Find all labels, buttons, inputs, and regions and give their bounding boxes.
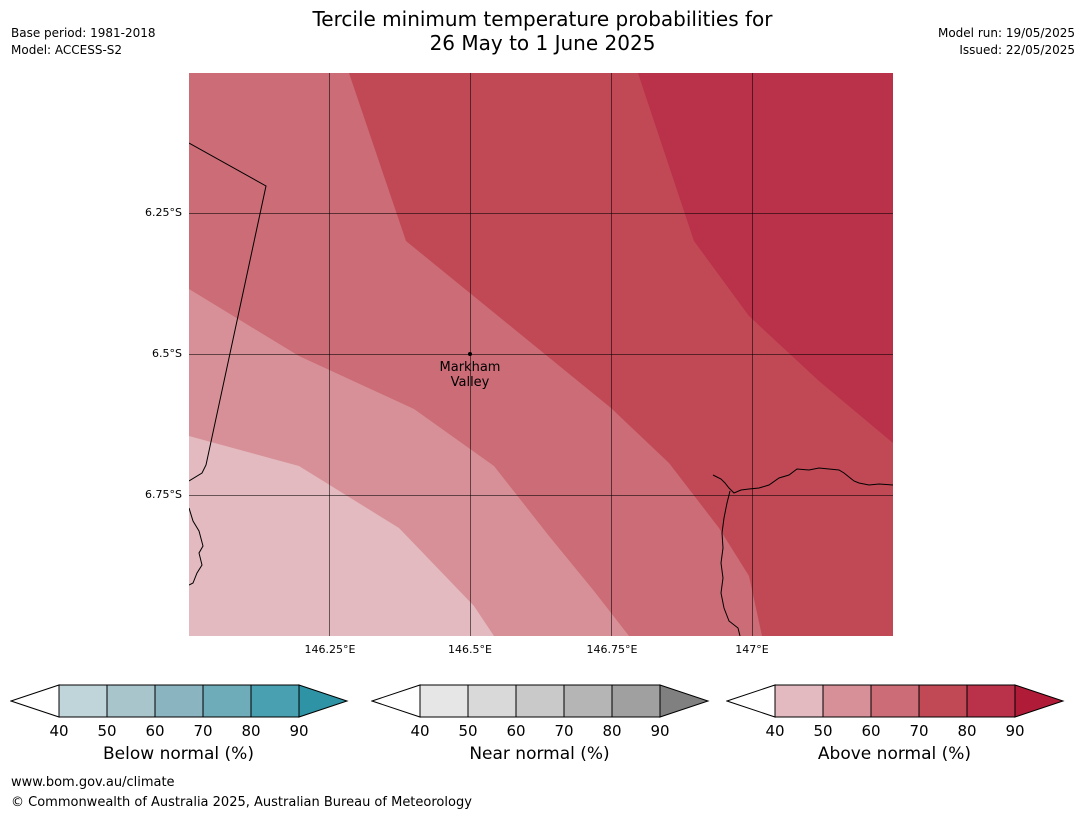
place-marker xyxy=(468,352,472,356)
colorbar-high-arrow xyxy=(1014,684,1065,718)
colorbar-segment xyxy=(467,684,517,718)
colorbar-ticks: 40 50 60 70 80 90 xyxy=(726,722,1066,742)
colorbar-segment xyxy=(563,684,613,718)
place-label-line-1: Markham xyxy=(439,360,501,375)
colorbar-high-arrow xyxy=(298,684,349,718)
colorbar-ticks: 40 50 60 70 80 90 xyxy=(10,722,350,742)
colorbar-tick: 60 xyxy=(506,722,526,740)
place-label-line-2: Valley xyxy=(450,375,490,390)
colorbar-segment xyxy=(202,684,252,718)
lon-label: 147°E xyxy=(735,643,769,656)
colorbar-segment xyxy=(58,684,108,718)
colorbar-segment xyxy=(870,684,920,718)
colorbar-tick: 90 xyxy=(1005,722,1025,740)
colorbar-tick: 60 xyxy=(145,722,165,740)
colorbar-below-swatches xyxy=(9,684,349,718)
model-text: Model: ACCESS-S2 xyxy=(11,43,123,57)
gridlines xyxy=(189,73,893,636)
meta-right: Model run: 19/05/2025 Issued: 22/05/2025 xyxy=(938,25,1075,59)
footer-copyright: © Commonwealth of Australia 2025, Austra… xyxy=(11,795,472,810)
title-line-2: 26 May to 1 June 2025 xyxy=(429,31,656,55)
colorbar-tick: 90 xyxy=(289,722,309,740)
colorbar-tick: 50 xyxy=(97,722,117,740)
colorbar-low-arrow xyxy=(725,684,776,718)
colorbar-ticks: 40 50 60 70 80 90 xyxy=(371,722,711,742)
colorbar-tick: 80 xyxy=(241,722,261,740)
colorbar-tick: 40 xyxy=(765,722,785,740)
colorbar-segment xyxy=(774,684,824,718)
lon-label: 146.75°E xyxy=(586,643,638,656)
colorbar-segment xyxy=(918,684,968,718)
colorbar-segment xyxy=(419,684,469,718)
river xyxy=(720,490,741,636)
colorbar-tick: 90 xyxy=(650,722,670,740)
border-line xyxy=(189,142,267,482)
coastline xyxy=(189,142,893,636)
lat-label: 6.25°S xyxy=(145,206,182,219)
east-coast xyxy=(712,467,893,494)
colorbar-segment xyxy=(106,684,156,718)
colorbar-near-swatches xyxy=(370,684,710,718)
colorbar-tick: 50 xyxy=(458,722,478,740)
colorbar-segment xyxy=(250,684,300,718)
colorbar-low-arrow xyxy=(9,684,60,718)
colorbar-below-normal: 40 50 60 70 80 90 Below normal (%) xyxy=(9,684,350,774)
title-line-1: Tercile minimum temperature probabilitie… xyxy=(312,7,773,31)
lon-label: 146.5°E xyxy=(448,643,492,656)
colorbar-label: Below normal (%) xyxy=(103,744,254,764)
colorbar-tick: 40 xyxy=(49,722,69,740)
colorbar-tick: 70 xyxy=(193,722,213,740)
colorbar-low-arrow xyxy=(370,684,421,718)
issued-text: Issued: 22/05/2025 xyxy=(959,43,1075,57)
colorbar-high-arrow xyxy=(659,684,710,718)
probability-map xyxy=(189,73,893,636)
map-title: Tercile minimum temperature probabilitie… xyxy=(0,7,1085,55)
colorbar-label: Above normal (%) xyxy=(817,744,972,764)
band-80-90 xyxy=(638,73,893,443)
colorbar-above-normal: 40 50 60 70 80 90 Above normal (%) xyxy=(725,684,1066,774)
colorbar-tick: 50 xyxy=(813,722,833,740)
colorbar-tick: 80 xyxy=(957,722,977,740)
colorbar-tick: 70 xyxy=(554,722,574,740)
colorbar-label: Near normal (%) xyxy=(469,744,610,764)
colorbar-segment xyxy=(515,684,565,718)
colorbar-tick: 60 xyxy=(861,722,881,740)
colorbar-near-normal: 40 50 60 70 80 90 Near normal (%) xyxy=(370,684,711,774)
lat-label: 6.75°S xyxy=(145,488,182,501)
colorbar-segment xyxy=(966,684,1016,718)
place-label: Markham Valley xyxy=(410,360,530,390)
colorbar-segment xyxy=(154,684,204,718)
base-period-text: Base period: 1981-2018 xyxy=(11,26,156,40)
lat-label: 6.5°S xyxy=(152,347,182,360)
colorbar-tick: 70 xyxy=(909,722,929,740)
footer-url: www.bom.gov.au/climate xyxy=(11,775,175,790)
west-coast xyxy=(189,507,204,586)
colorbar-tick: 80 xyxy=(602,722,622,740)
colorbar-segment xyxy=(611,684,661,718)
model-run-text: Model run: 19/05/2025 xyxy=(937,26,1075,40)
colorbar-above-swatches xyxy=(725,684,1065,718)
lon-label: 146.25°E xyxy=(304,643,356,656)
colorbar-segment xyxy=(822,684,872,718)
meta-left: Base period: 1981-2018 Model: ACCESS-S2 xyxy=(11,25,156,59)
colorbar-tick: 40 xyxy=(410,722,430,740)
